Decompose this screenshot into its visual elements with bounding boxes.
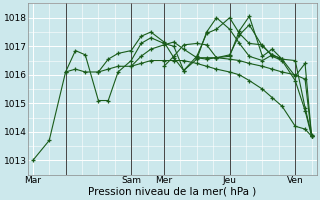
X-axis label: Pression niveau de la mer( hPa ): Pression niveau de la mer( hPa ) [88,187,256,197]
